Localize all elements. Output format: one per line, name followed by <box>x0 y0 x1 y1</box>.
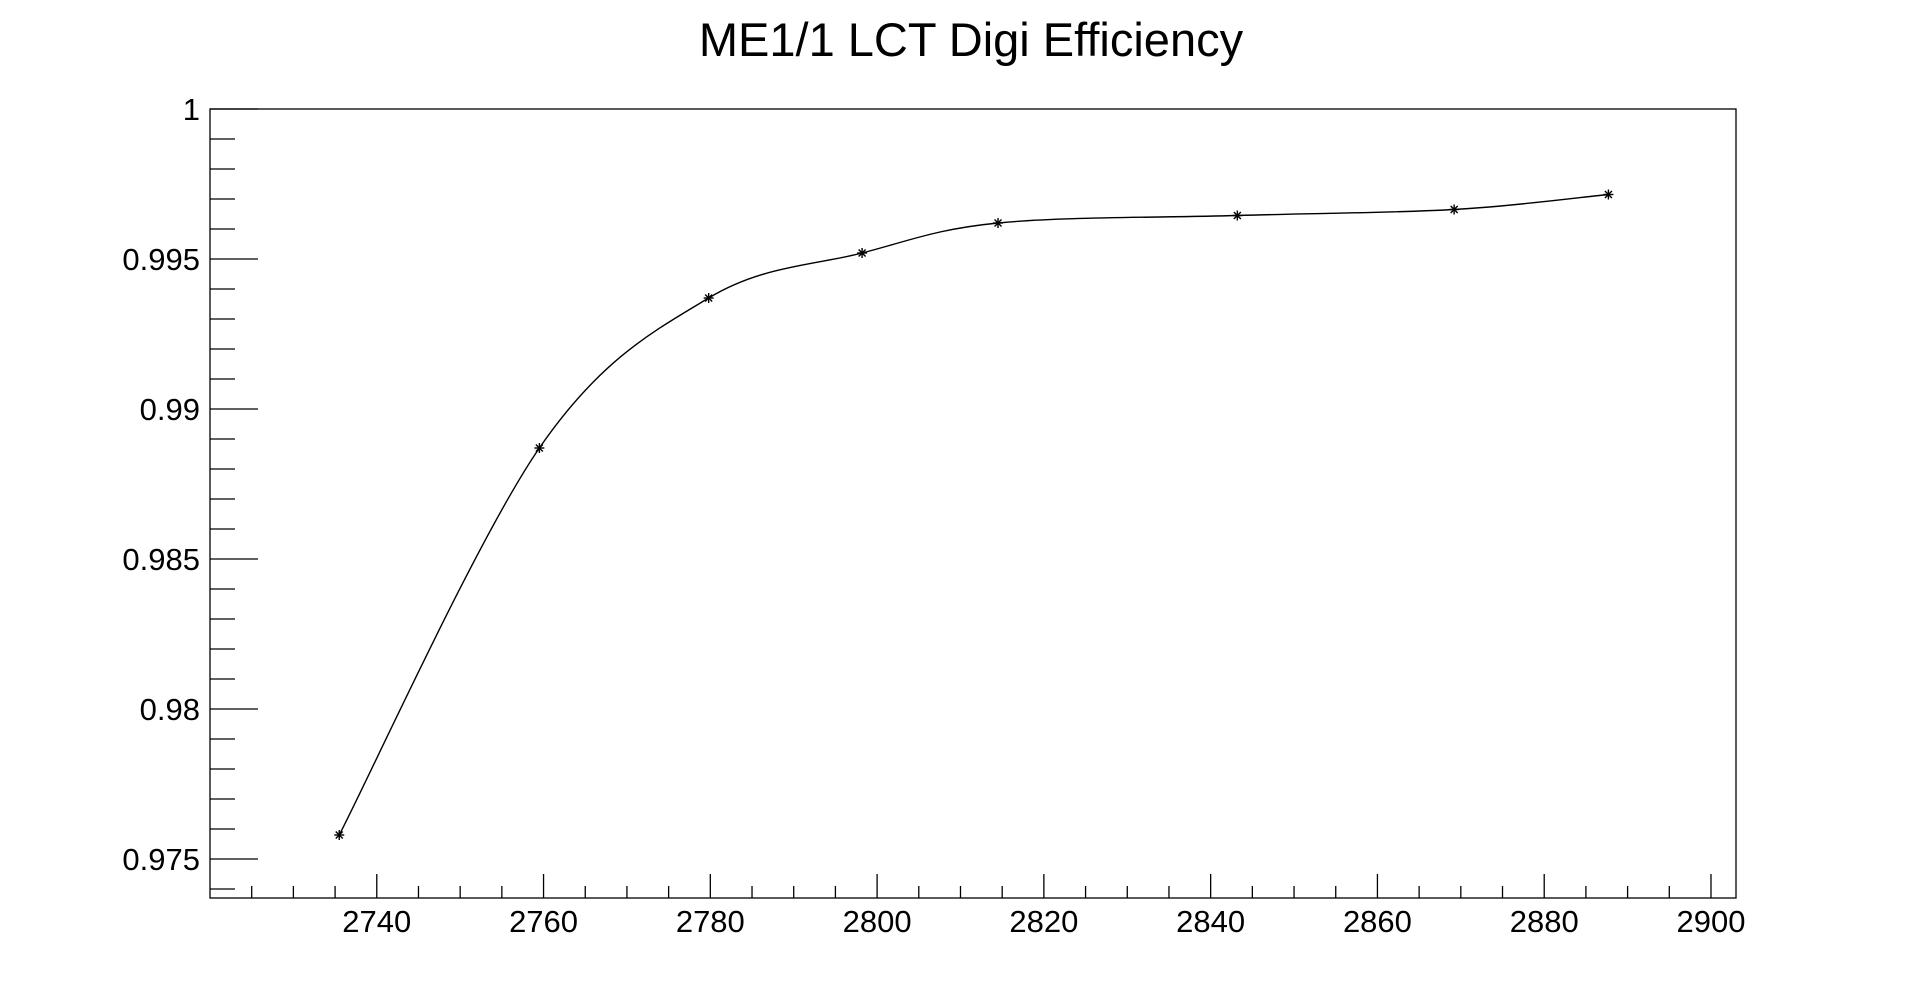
x-tick-label: 2880 <box>1510 904 1579 939</box>
data-point <box>1232 210 1243 221</box>
data-point <box>534 443 545 453</box>
data-point <box>993 218 1004 228</box>
y-tick-label: 0.98 <box>140 692 200 727</box>
x-tick-label: 2800 <box>843 904 912 939</box>
x-tick-label: 2840 <box>1176 904 1245 939</box>
data-point <box>857 248 868 258</box>
data-point <box>334 830 345 840</box>
plot-frame <box>209 108 1737 899</box>
y-tick-label: 0.995 <box>122 242 200 277</box>
y-tick-label: 0.975 <box>122 842 200 877</box>
data-point <box>703 293 714 303</box>
x-tick-label: 2780 <box>676 904 745 939</box>
data-point <box>1603 189 1614 200</box>
x-tick-label: 2760 <box>509 904 578 939</box>
y-tick-label: 1 <box>183 92 200 127</box>
x-tick-label: 2740 <box>342 904 411 939</box>
y-tick-label: 0.99 <box>140 392 200 427</box>
x-tick-label: 2860 <box>1343 904 1412 939</box>
y-axis: 0.975 0.98 0.985 0.99 0.995 1 <box>122 92 258 890</box>
x-tick-label: 2820 <box>1009 904 1078 939</box>
series-line <box>338 193 1609 836</box>
x-axis: 2740 2760 2780 2800 2820 2840 2860 2880 2900 <box>251 874 1745 939</box>
chart-title: ME1/1 LCT Digi Efficiency <box>699 13 1244 66</box>
series <box>334 189 1614 840</box>
y-tick-label: 0.985 <box>122 542 200 577</box>
x-tick-label: 2900 <box>1676 904 1745 939</box>
data-point <box>1449 204 1460 215</box>
